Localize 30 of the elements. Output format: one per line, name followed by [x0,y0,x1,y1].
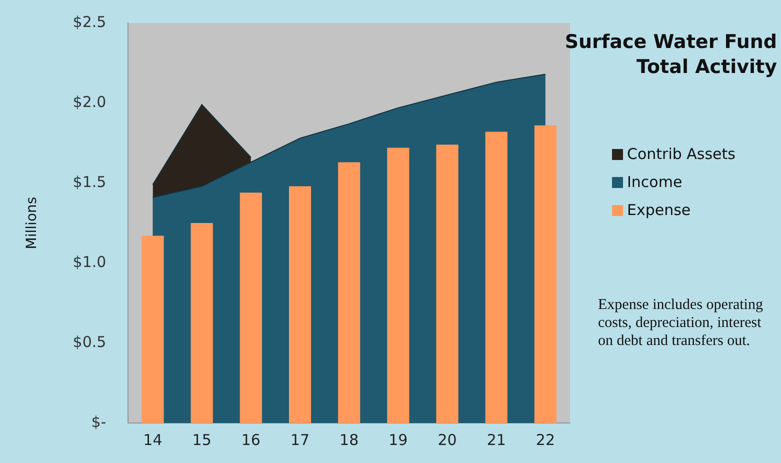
x-tick-label: 16 [241,430,260,449]
y-tick-label: $- [91,412,106,431]
y-tick-label: $0.5 [72,332,106,351]
bar [387,148,410,423]
x-tick-label: 21 [486,430,506,449]
text: Expense includes operating costs, depreciation, interest on debt and transfers out. [598,296,764,350]
bar [338,162,360,423]
x-tick-label: 18 [340,430,359,449]
y-tick-label: $2.0 [72,92,106,111]
x-tick-label: 17 [290,430,310,449]
x-tick-label: 15 [192,430,212,449]
bar [240,192,262,423]
bar [534,125,556,423]
legend-label: Contrib Assets [627,145,736,163]
bar [142,236,164,423]
y-tick-label: $1.0 [72,252,106,271]
y-tick-label: $1.5 [72,172,106,191]
legend-label: Income [627,173,682,191]
legend-label: Expense [627,201,691,219]
x-tick-label: 14 [143,430,162,449]
bar [485,132,508,423]
bar [288,186,312,423]
bar [190,223,213,423]
y-axis-title: Millions [24,196,40,250]
bar [436,144,458,423]
text: Surface Water Fund Total Activity [564,30,777,80]
y-tick-label: $2.5 [72,12,106,31]
x-tick-label: 22 [536,430,555,449]
x-tick-label: 19 [388,430,408,449]
x-tick-label: 20 [438,430,457,449]
